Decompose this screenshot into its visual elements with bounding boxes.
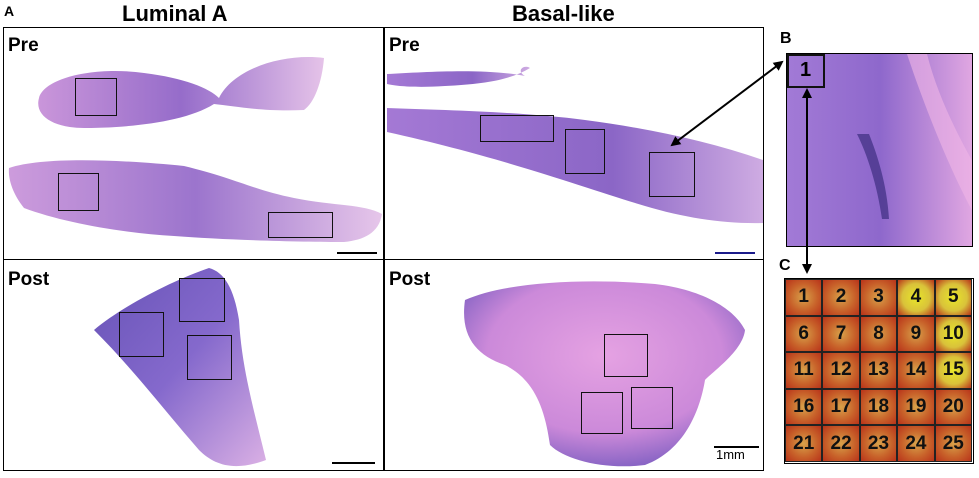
column-header-basal-like: Basal-like <box>512 1 615 26</box>
roi-box <box>565 129 605 174</box>
grid-cell-18: 18 <box>859 388 898 426</box>
scale-bar <box>337 252 377 254</box>
grid-cell-25: 25 <box>934 425 972 462</box>
roi-box <box>268 212 333 238</box>
grid-cell-14: 14 <box>897 352 935 389</box>
tissue-image-luminal-pre <box>8 57 382 242</box>
scale-bar <box>332 462 375 464</box>
grid-cell-16: 16 <box>785 388 823 426</box>
roi-box <box>480 115 554 142</box>
row-label-pre: Pre <box>8 35 39 56</box>
zoom-roi-number: 1 <box>800 59 812 81</box>
roi-box <box>75 78 117 116</box>
figure-label-a: A <box>4 3 15 19</box>
grid-cell-1: 1 <box>785 279 823 316</box>
grid-cell-12: 12 <box>822 352 860 389</box>
zoom-roi-box <box>787 54 825 88</box>
panel-c-heatmap: 1 2 3 4 5 6 7 8 9 10 11 12 13 14 15 16 17 18 19 20 21 22 23 24 2… <box>784 278 974 464</box>
grid-cell-7: 7 <box>822 315 860 353</box>
grid-cell-20: 20 <box>934 388 972 426</box>
roi-box <box>631 387 673 429</box>
roi-box <box>179 278 225 322</box>
tissue-image-basal-post <box>464 281 745 467</box>
roi-box <box>58 173 99 211</box>
grid-cell-9: 9 <box>897 315 935 353</box>
row-label-pre: Pre <box>389 35 420 56</box>
grid-cell-11: 11 <box>785 352 823 389</box>
panel-luminal-post: Post <box>3 259 384 471</box>
grid-cell-24: 24 <box>897 425 935 462</box>
grid-cell-17: 17 <box>822 388 860 426</box>
tissue-image-basal-pre <box>387 66 763 224</box>
row-label-post: Post <box>8 269 50 290</box>
scale-bar-label: 1mm <box>716 447 745 462</box>
heatmap-grid: 1 2 3 4 5 6 7 8 9 10 11 12 13 14 15 16 17 18 19 20 21 22 23 24 2… <box>785 279 972 462</box>
grid-cell-5: 5 <box>934 279 972 316</box>
row-label-post: Post <box>389 269 431 290</box>
figure-label-b: B <box>780 30 792 47</box>
scale-bar <box>714 446 759 448</box>
grid-cell-21: 21 <box>785 425 823 462</box>
roi-box <box>649 152 695 197</box>
tissue-image-luminal-post <box>94 268 266 467</box>
roi-box <box>119 312 164 357</box>
figure-label-c: C <box>779 257 791 274</box>
panel-luminal-pre: Pre <box>3 27 384 260</box>
grid-cell-13: 13 <box>859 352 898 389</box>
scale-bar <box>715 252 755 254</box>
roi-box <box>581 392 623 434</box>
grid-cell-8: 8 <box>859 315 898 353</box>
grid-cell-15: 15 <box>934 352 972 389</box>
grid-cell-10: 10 <box>934 315 972 353</box>
roi-box <box>187 335 232 380</box>
grid-cell-2: 2 <box>822 279 860 316</box>
panel-basal-post: Post 1mm <box>384 259 764 471</box>
grid-cell-4: 4 <box>897 279 935 316</box>
grid-cell-23: 23 <box>859 425 898 462</box>
column-header-luminal-a: Luminal A <box>122 1 228 26</box>
grid-cell-19: 19 <box>897 388 935 426</box>
roi-box <box>604 334 648 377</box>
panel-b-zoom: 1 <box>786 53 973 247</box>
grid-cell-3: 3 <box>859 279 898 316</box>
grid-cell-6: 6 <box>785 315 823 353</box>
grid-cell-22: 22 <box>822 425 860 462</box>
panel-basal-pre: Pre <box>384 27 764 260</box>
